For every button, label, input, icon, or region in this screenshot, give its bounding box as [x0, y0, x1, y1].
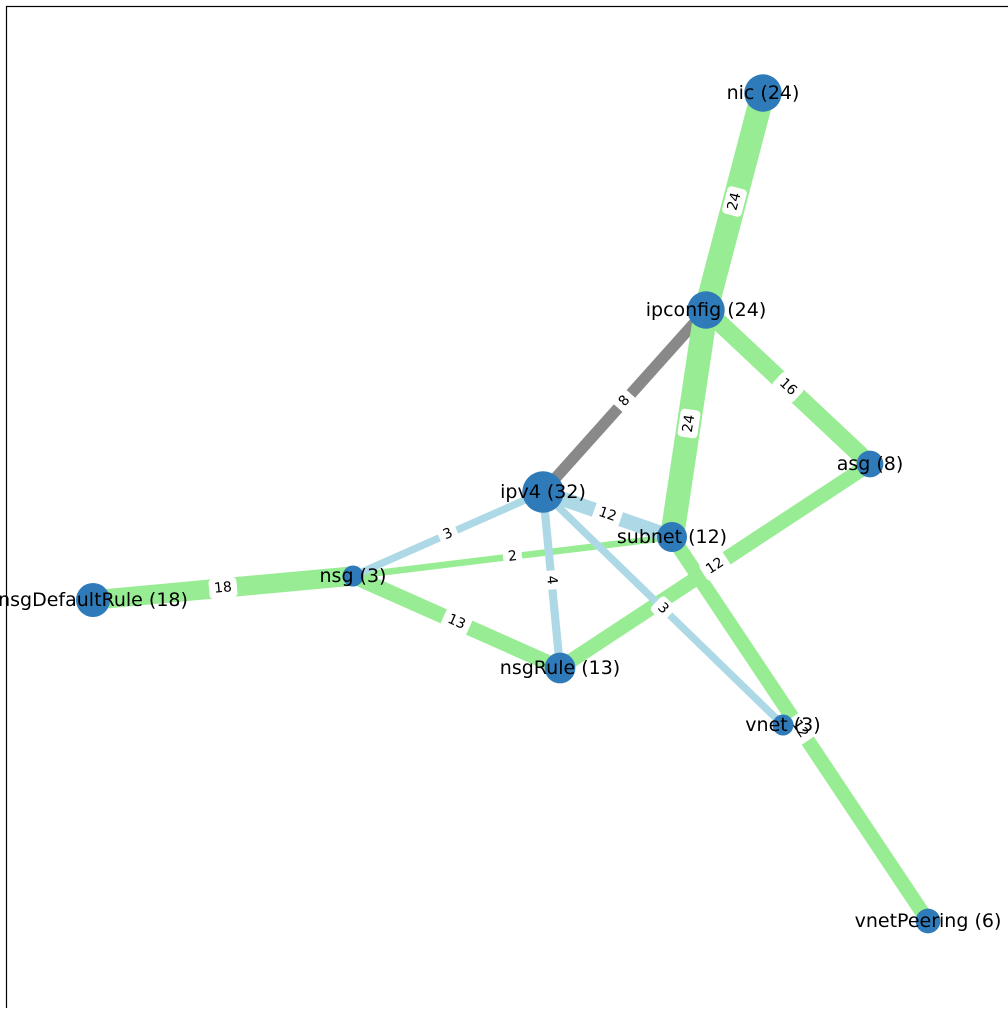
edge-label-ipconfig-subnet: 24	[677, 408, 701, 439]
node-label-nsgDefaultRule: nsgDefaultRule (18)	[0, 589, 188, 611]
node-label-subnet: subnet (12)	[617, 526, 727, 548]
node-label-nsg: nsg (3)	[320, 565, 387, 587]
node-label-asg: asg (8)	[837, 453, 904, 475]
edge-label-ipv4-nsgRule: 4	[541, 570, 563, 591]
edge-weight-label: 4	[543, 575, 560, 585]
edge-label-ipv4-nsg: 3	[435, 521, 460, 547]
node-label-ipv4: ipv4 (32)	[500, 481, 586, 503]
edges-layer	[93, 93, 928, 921]
node-label-nic: nic (24)	[727, 82, 800, 104]
node-label-ipconfig: ipconfig (24)	[646, 299, 767, 321]
edge-weight-label: 18	[213, 579, 232, 597]
edge-label-nsgDefaultRule-nsg: 18	[208, 577, 238, 599]
node-label-nsgRule: nsgRule (13)	[500, 657, 620, 679]
edge-weight-label: 24	[680, 413, 698, 433]
node-label-vnetPeering: vnetPeering (6)	[855, 910, 1002, 932]
edge-label-nsg-subnet: 2	[502, 545, 523, 567]
node-label-vnet: vnet (3)	[745, 714, 820, 736]
